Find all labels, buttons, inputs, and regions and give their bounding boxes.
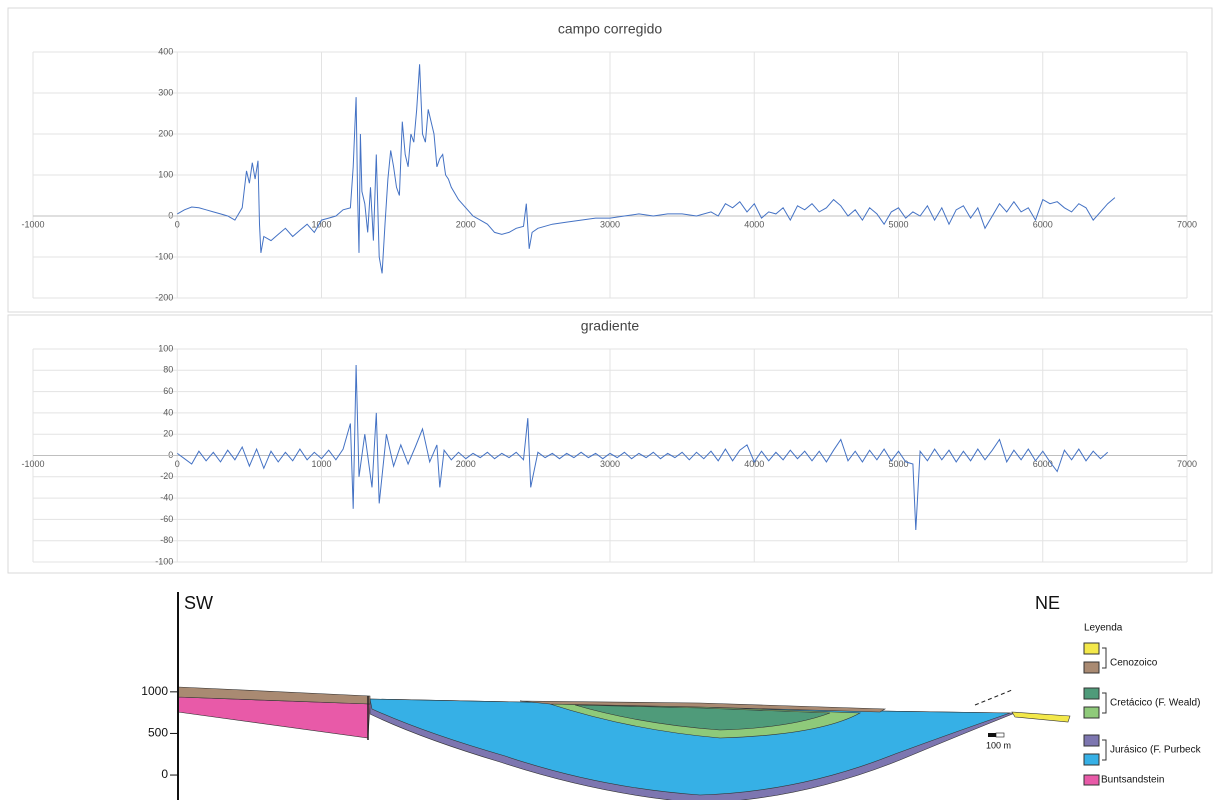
- x-tick-label: 7000: [1177, 219, 1197, 229]
- swatch: [1084, 688, 1099, 699]
- y-tick-label: 80: [163, 365, 173, 375]
- y-tick-label: 200: [158, 128, 173, 138]
- legend-label: Cenozoico: [1110, 658, 1158, 669]
- swatch: [1084, 662, 1099, 673]
- figure: campo corregido gradiente SW NE 100 m Le…: [0, 0, 1213, 800]
- side-label: SW: [184, 593, 213, 613]
- y-tick-label: 0: [168, 450, 173, 460]
- y-tick-label: -80: [160, 535, 173, 545]
- page: campo corregido gradiente SW NE 100 m Le…: [0, 0, 1213, 800]
- swatch: [1084, 735, 1099, 746]
- x-tick-label: 5000: [888, 219, 908, 229]
- x-tick-label: 4000: [744, 219, 764, 229]
- x-tick-label: 2000: [456, 459, 476, 469]
- x-tick-label: 3000: [600, 219, 620, 229]
- y-tick-label: 1000: [141, 684, 168, 698]
- legend-label: Buntsandstein: [1101, 775, 1164, 786]
- y-tick-label: -100: [155, 556, 173, 566]
- fault-trace: [975, 690, 1012, 705]
- legend: Leyenda Cenozoico Cretácico (F. Weald) J…: [1084, 623, 1202, 786]
- swatch: [1084, 754, 1099, 765]
- chart-title: gradiente: [581, 318, 640, 334]
- y-tick-label: 20: [163, 429, 173, 439]
- scale-label: 100 m: [986, 740, 1011, 750]
- x-tick-label: 4000: [744, 459, 764, 469]
- y-tick-label: 300: [158, 87, 173, 97]
- cross-section: [178, 592, 1070, 800]
- x-tick-label: 0: [175, 219, 180, 229]
- x-tick-label: 2000: [456, 219, 476, 229]
- x-tick-label: 0: [175, 459, 180, 469]
- x-tick-label: -1000: [21, 459, 44, 469]
- y-tick-label: 500: [148, 726, 168, 740]
- cenozoic-yellow: [1012, 712, 1070, 722]
- chart-title: campo corregido: [558, 21, 662, 37]
- y-tick-label: 60: [163, 386, 173, 396]
- side-label: NE: [1035, 593, 1060, 613]
- x-tick-label: 3000: [600, 459, 620, 469]
- y-tick-label: -200: [155, 292, 173, 302]
- y-tick-label: 40: [163, 407, 173, 417]
- scale-bar: [988, 733, 996, 737]
- legend-label: Jurásico (F. Purbeck: [1110, 745, 1202, 756]
- bracket: [1102, 648, 1106, 760]
- y-tick-label: -20: [160, 471, 173, 481]
- scale-bar: [996, 733, 1004, 737]
- y-tick-label: 400: [158, 46, 173, 56]
- legend-label: Cretácico (F. Weald): [1110, 698, 1200, 709]
- y-tick-label: 0: [161, 767, 168, 781]
- x-tick-label: 1000: [311, 459, 331, 469]
- x-tick-label: -1000: [21, 219, 44, 229]
- y-tick-label: -40: [160, 492, 173, 502]
- x-tick-label: 7000: [1177, 459, 1197, 469]
- y-tick-label: 0: [168, 210, 173, 220]
- swatch: [1084, 643, 1099, 654]
- y-tick-label: -100: [155, 251, 173, 261]
- swatch: [1084, 775, 1099, 785]
- legend-title: Leyenda: [1084, 623, 1123, 634]
- y-tick-label: 100: [158, 343, 173, 353]
- swatch: [1084, 707, 1099, 718]
- y-tick-label: 100: [158, 169, 173, 179]
- y-tick-label: -60: [160, 514, 173, 524]
